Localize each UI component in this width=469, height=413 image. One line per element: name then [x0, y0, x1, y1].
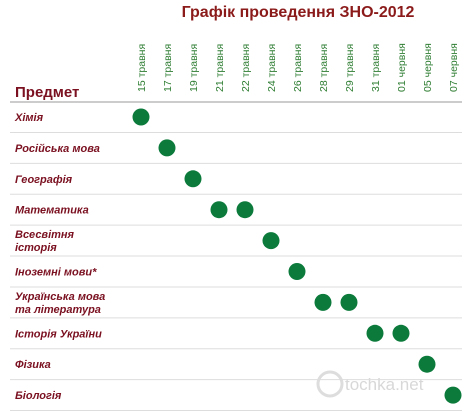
exam-dot: [236, 201, 254, 219]
date-label: 07 червня: [448, 43, 460, 92]
watermark-icon: [316, 370, 344, 398]
exam-dot: [210, 201, 228, 219]
date-label: 21 травня: [214, 44, 226, 92]
exam-dot: [262, 232, 280, 250]
column-header: Предмет: [15, 84, 79, 101]
date-label: 15 травня: [136, 44, 148, 92]
title: Графік проведення ЗНО-2012: [182, 4, 415, 21]
subject-label: історія: [15, 242, 57, 254]
date-label: 19 травня: [188, 44, 200, 92]
exam-dot: [340, 293, 358, 311]
subject-label: Хімія: [14, 112, 44, 124]
exam-dot: [392, 324, 410, 342]
subject-label: Іноземні мови*: [15, 267, 97, 279]
watermark: tochka.net: [345, 375, 424, 394]
exam-dot: [184, 170, 202, 188]
exam-dot: [366, 324, 384, 342]
exam-dot: [158, 139, 176, 157]
subject-label: Географія: [15, 174, 73, 186]
subject-label: Українська мова: [15, 291, 105, 303]
date-label: 28 травня: [318, 44, 330, 92]
subject-label: Історія України: [15, 328, 102, 340]
subject-label: Всесвітня: [15, 229, 75, 241]
date-label: 22 травня: [240, 44, 252, 92]
subject-label: та література: [15, 304, 101, 316]
date-label: 05 червня: [422, 43, 434, 92]
date-label: 24 травня: [266, 44, 278, 92]
exam-dot: [132, 108, 150, 126]
subject-label: Біологія: [15, 390, 62, 402]
date-label: 01 червня: [396, 43, 408, 92]
exam-dot: [444, 386, 462, 404]
date-label: 26 травня: [292, 44, 304, 92]
date-label: 29 травня: [344, 44, 356, 92]
exam-dot: [288, 263, 306, 280]
date-label: 31 травня: [370, 44, 382, 92]
exam-dot: [314, 293, 332, 311]
subject-label: Фізика: [15, 359, 51, 371]
subject-label: Математика: [15, 205, 89, 217]
exam-dot: [418, 355, 436, 373]
subject-label: Російська мова: [15, 143, 100, 155]
date-label: 17 травня: [162, 44, 174, 92]
